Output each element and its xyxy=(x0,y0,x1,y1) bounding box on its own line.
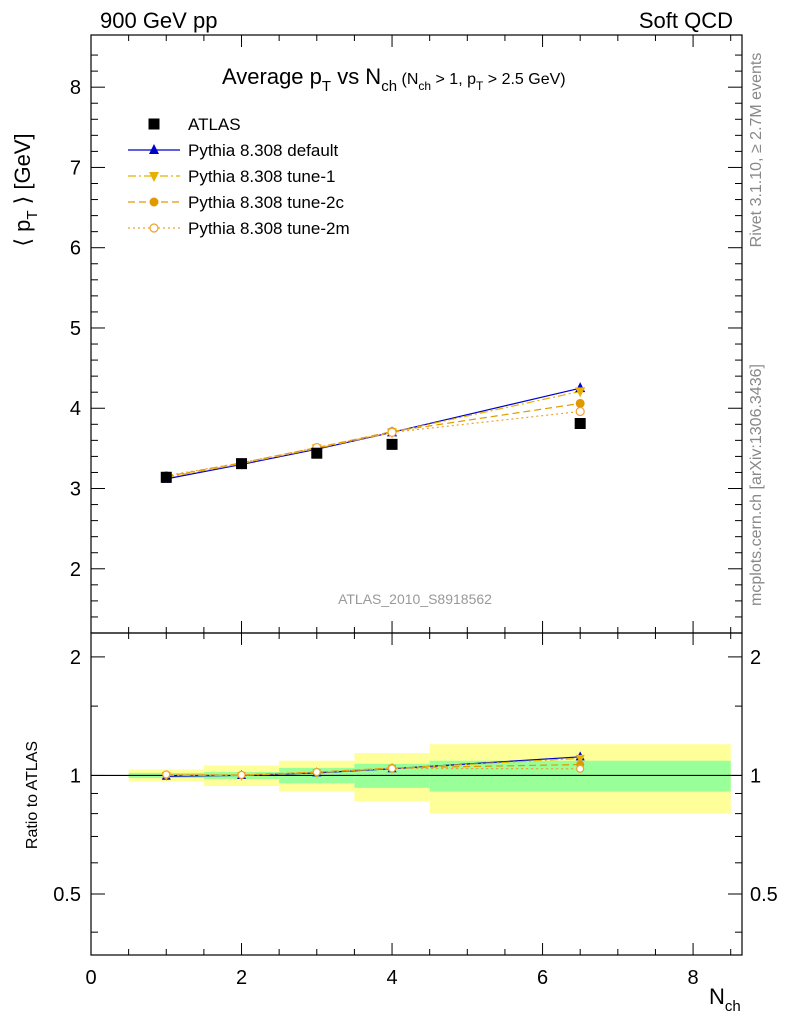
xlabel-sub: ch xyxy=(725,998,741,1015)
data-point xyxy=(575,398,585,408)
legend-entry: Pythia 8.308 tune-2m xyxy=(128,219,350,238)
y-tick-label: 7 xyxy=(70,157,81,179)
series-3 xyxy=(166,402,581,478)
data-point xyxy=(312,767,321,777)
data-point xyxy=(149,144,159,154)
data-point xyxy=(387,764,397,773)
header-left: 900 GeV pp xyxy=(100,8,217,33)
legend-label: Pythia 8.308 tune-1 xyxy=(188,167,335,186)
series-2 xyxy=(166,390,581,478)
data-point xyxy=(574,417,586,429)
series-line xyxy=(166,387,581,480)
y-tick-label: 3 xyxy=(70,479,81,501)
x-tick-label: 2 xyxy=(236,967,247,989)
data-point xyxy=(149,197,159,207)
ratio-y-tick-label: 1 xyxy=(70,765,81,787)
data-point xyxy=(386,438,398,450)
title-part: vs N xyxy=(331,64,381,89)
ratio-y-tick-label-right: 2 xyxy=(750,647,761,669)
xlabel-main: N xyxy=(709,984,725,1009)
ylabel-part: ⟩ [GeV] xyxy=(10,133,35,210)
ratio-y-tick-label: 2 xyxy=(70,647,81,669)
legend-entry: ATLAS xyxy=(148,115,241,134)
analysis-watermark: ATLAS_2010_S8918562 xyxy=(338,591,492,607)
data-point xyxy=(311,447,323,459)
x-tick-label: 8 xyxy=(688,967,699,989)
data-point xyxy=(387,427,397,437)
data-point xyxy=(149,223,159,233)
data-point xyxy=(162,770,171,779)
legend-entry: Pythia 8.308 tune-2c xyxy=(128,193,344,212)
main-y-label: ⟨ pT ⟩ [GeV] xyxy=(10,133,41,246)
title-cut: > 2.5 GeV) xyxy=(483,71,565,88)
main-series-group xyxy=(160,382,586,484)
data-point xyxy=(149,172,159,182)
y-tick-label: 2 xyxy=(70,559,81,581)
x-axis-label: Nch xyxy=(709,984,741,1015)
axes-group: 0 2 4 6 8 2 3 4 5 6 7 8 0.5 0.5 1 1 2 2 xyxy=(53,34,778,989)
x-tick-label: 0 xyxy=(85,967,96,989)
ratio-y-label: Ratio to ATLAS xyxy=(24,741,41,849)
title-part: Average p xyxy=(222,64,322,89)
main-title: Average pT vs Nch (Nch > 1, pT > 2.5 GeV… xyxy=(222,64,566,95)
ylabel-sub: T xyxy=(24,210,41,219)
data-point xyxy=(237,770,246,780)
ylabel-part: ⟨ p xyxy=(10,220,35,247)
series-line xyxy=(166,410,581,477)
data-point xyxy=(148,118,160,130)
ratio-y-tick-label-right: 0.5 xyxy=(750,884,778,906)
legend-label: Pythia 8.308 default xyxy=(188,141,339,160)
ratio-y-tick-label: 0.5 xyxy=(53,884,81,906)
legend-label: ATLAS xyxy=(188,115,241,134)
title-sub: T xyxy=(322,78,331,95)
series-line xyxy=(166,390,581,478)
legend-label: Pythia 8.308 tune-2c xyxy=(188,193,344,212)
mcplots-label: mcplots.cern.ch [arXiv:1306.3436] xyxy=(748,364,765,606)
legend-entry: Pythia 8.308 default xyxy=(128,141,339,160)
title-cut-sub: T xyxy=(476,79,484,93)
series-4 xyxy=(166,410,581,477)
legend: ATLAS Pythia 8.308 default Pythia 8.308 tu… xyxy=(128,115,350,238)
ratio-series-group xyxy=(161,751,585,781)
title-cut: > 1, p xyxy=(431,71,476,88)
data-point xyxy=(575,754,585,764)
x-tick-label: 4 xyxy=(386,967,397,989)
series-1 xyxy=(166,387,581,480)
legend-label: Pythia 8.308 tune-2m xyxy=(188,219,350,238)
ratio-y-tick-label-right: 1 xyxy=(750,765,761,787)
title-cut-sub: ch xyxy=(418,79,431,93)
header-right: Soft QCD xyxy=(639,8,733,33)
rivet-label: Rivet 3.1.10, ≥ 2.7M events xyxy=(748,53,765,248)
y-tick-label: 5 xyxy=(70,318,81,340)
data-point xyxy=(160,471,172,483)
legend-entry: Pythia 8.308 tune-1 xyxy=(128,167,335,186)
y-tick-label: 4 xyxy=(70,398,81,420)
ratio-uncertainty-bands xyxy=(91,744,742,814)
y-tick-label: 8 xyxy=(70,77,81,99)
ratio-frame xyxy=(90,632,743,956)
data-point xyxy=(236,458,248,470)
title-sub: ch xyxy=(381,78,397,95)
series-line xyxy=(166,402,581,478)
data-point xyxy=(575,406,585,417)
title-cut: (N xyxy=(397,71,418,88)
y-tick-label: 6 xyxy=(70,238,81,260)
data-point xyxy=(576,764,585,773)
x-tick-label: 6 xyxy=(537,967,548,989)
data-point xyxy=(575,387,586,398)
